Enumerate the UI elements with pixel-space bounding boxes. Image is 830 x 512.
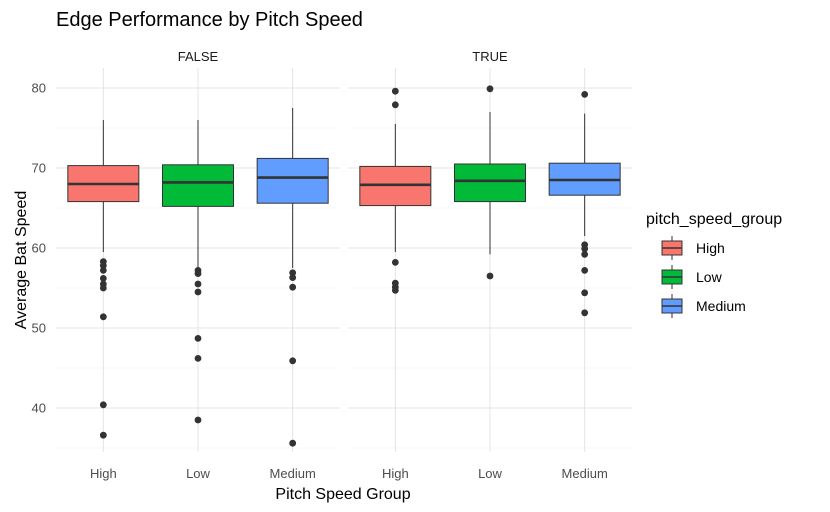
outlier-point (581, 245, 589, 253)
outlier-point (289, 269, 297, 277)
x-tick-label: High (90, 466, 117, 481)
outlier-point (99, 267, 107, 274)
outlier-point (99, 275, 107, 282)
outlier-point (581, 289, 589, 297)
chart-title: Edge Performance by Pitch Speed (56, 9, 363, 31)
facet-panel-true: TRUE High Low Medium (348, 49, 632, 481)
box-low (162, 120, 234, 424)
outlier-point (581, 309, 589, 317)
outlier-point (581, 267, 589, 274)
box-high (67, 120, 140, 439)
box-medium (256, 108, 329, 447)
outlier-point (99, 431, 107, 439)
outlier-point (486, 85, 494, 93)
y-tick-label: 60 (32, 241, 46, 256)
outlier-point (99, 401, 107, 409)
box-body (256, 157, 329, 204)
legend-label: Low (696, 269, 723, 285)
outlier-point (194, 288, 202, 296)
outlier-point (99, 284, 107, 292)
legend: pitch_speed_group High Low Medium (646, 211, 782, 318)
legend-label: Medium (696, 298, 746, 314)
outlier-point (391, 87, 399, 95)
outlier-point (99, 262, 107, 269)
legend-title: pitch_speed_group (646, 211, 782, 228)
facet-strip-label: FALSE (178, 49, 219, 64)
outlier-point (99, 313, 107, 321)
legend-label: High (696, 240, 725, 256)
x-tick-label: Medium (270, 466, 316, 481)
facet-panels: FALSE High Low Medium TRUE High Low Medium (56, 49, 632, 481)
x-tick-label: High (382, 466, 409, 481)
y-tick-label: 70 (32, 161, 46, 176)
legend-item-medium: Medium (661, 294, 746, 318)
outlier-point (486, 272, 494, 280)
outlier-point (194, 355, 202, 362)
x-tick-label: Medium (562, 466, 608, 481)
box-high (359, 87, 432, 294)
facet-panel-false: FALSE High Low Medium (56, 49, 340, 481)
outlier-point (391, 101, 399, 109)
outlier-point (194, 416, 202, 424)
x-axis-title: Pitch Speed Group (275, 486, 410, 503)
outlier-point (581, 91, 589, 98)
outlier-point (391, 259, 399, 266)
y-axis-title: Average Bat Speed (13, 191, 30, 329)
x-tick-label: Low (186, 466, 210, 481)
facet-strip-label: TRUE (472, 49, 508, 64)
box-body (454, 163, 526, 203)
y-axis-ticks: 40 50 60 70 80 (32, 81, 46, 416)
y-tick-label: 80 (32, 81, 46, 96)
x-tick-label: Low (478, 466, 502, 481)
outlier-point (194, 270, 202, 277)
legend-item-low: Low (661, 265, 723, 289)
outlier-point (289, 439, 297, 447)
outlier-point (194, 280, 202, 288)
outlier-point (289, 357, 297, 365)
box-medium (548, 91, 621, 317)
outlier-point (194, 335, 202, 342)
legend-item-high: High (661, 236, 725, 260)
outlier-point (289, 274, 297, 281)
outlier-point (289, 283, 297, 291)
box-body (162, 164, 234, 207)
outlier-point (391, 287, 399, 294)
outlier-point (581, 251, 589, 258)
box-low (454, 85, 526, 280)
y-tick-label: 40 (32, 401, 46, 416)
y-tick-label: 50 (32, 321, 46, 336)
